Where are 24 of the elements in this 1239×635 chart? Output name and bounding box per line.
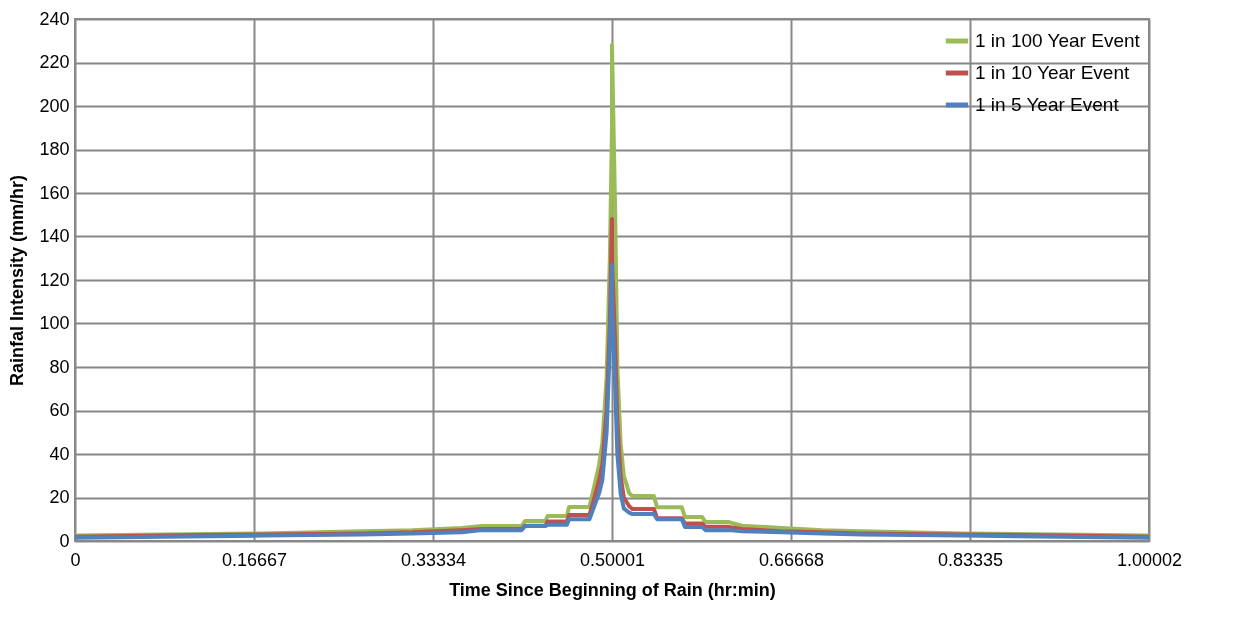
y-tick-label: 100 [39,313,70,333]
x-tick-label: 0.33334 [400,549,467,570]
y-tick-label: 0 [59,530,70,551]
y-tick-label: 80 [49,356,70,377]
y-tick-label: 40 [49,443,70,464]
y-tick-label: 240 [39,8,70,29]
legend-label: 1 in 5 Year Event [975,94,1120,115]
y-tick-label: 60 [49,400,70,420]
y-tick-label: 140 [39,226,70,246]
legend-label: 1 in 100 Year Event [975,30,1141,51]
y-tick-label: 160 [39,182,70,203]
x-tick-label: 0.50001 [579,549,646,570]
y-tick-label: 200 [39,95,70,116]
x-tick-label: 0.83335 [937,549,1004,570]
y-tick-label: 180 [39,139,70,159]
y-tick-label: 120 [39,269,70,290]
legend-label: 1 in 10 Year Event [975,62,1130,83]
x-tick-label: 0.16667 [221,549,288,570]
x-tick-label: 1.00002 [1116,549,1183,570]
y-tick-label: 20 [49,487,70,507]
y-axis-title: Rainfal Intensity (mm/hr) [7,174,28,387]
x-axis-title: Time Since Beginning of Rain (hr:min) [449,579,776,600]
y-tick-label: 220 [39,52,70,72]
x-tick-label: 0.66668 [758,549,825,570]
